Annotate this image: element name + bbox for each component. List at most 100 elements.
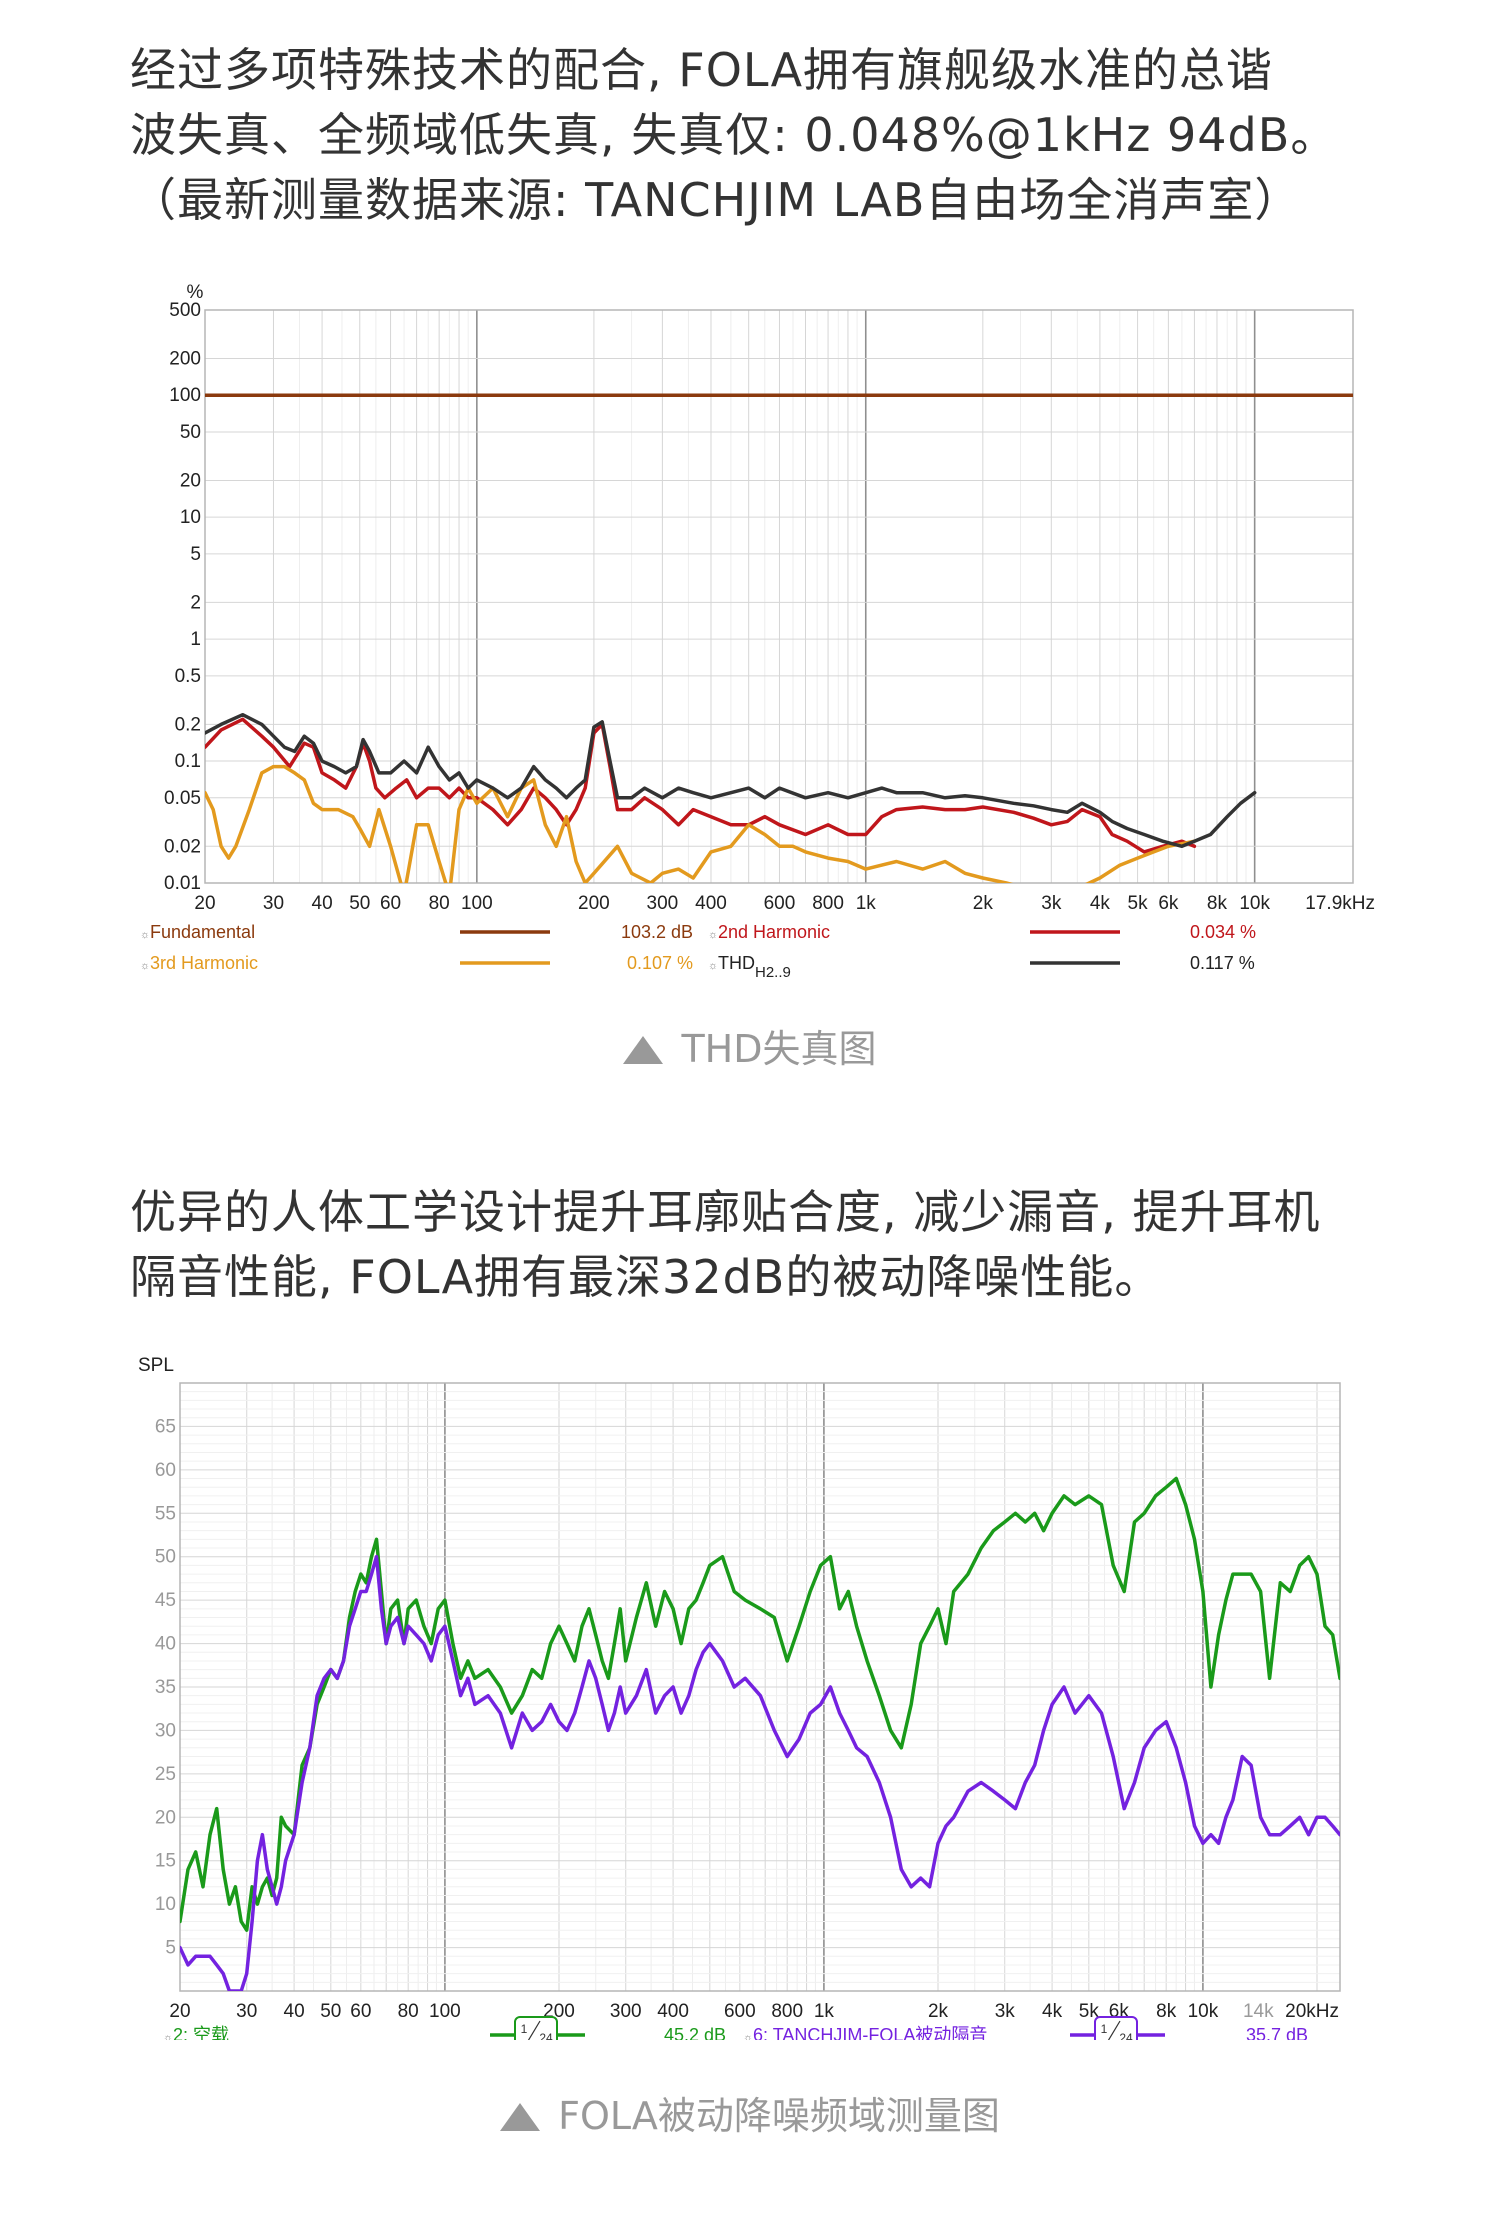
series-2: 空载 <box>180 1476 1340 1932</box>
legend-item: ☼ 2nd Harmonic 0.034 % <box>708 922 1256 942</box>
y-tick-label: 55 <box>155 1503 176 1524</box>
series-line <box>205 712 1257 849</box>
x-tick-label: 20 <box>169 2001 190 2022</box>
y-tick-label: 10 <box>180 507 201 528</box>
y-tick-label: 30 <box>155 1720 176 1741</box>
legend-label: 2nd Harmonic <box>718 922 830 942</box>
series-line <box>205 764 1197 883</box>
x-tick-label: 5k <box>1128 893 1149 914</box>
legend-value: 103.2 dB <box>621 922 693 942</box>
y-tick-label: 50 <box>155 1547 176 1568</box>
y-tick-label: 0.05 <box>164 788 201 809</box>
y-tick-label: 0.02 <box>164 836 201 857</box>
isolation-caption: FOLA被动降噪频域测量图 <box>0 2085 1500 2140</box>
legend-marker: ☼ <box>140 929 150 941</box>
series-THD <box>205 712 1257 849</box>
y-tick-label: 45 <box>155 1590 176 1611</box>
grid <box>180 1383 1340 1991</box>
smoothing-num: 1 <box>521 2022 528 2036</box>
x-tick-label: 10k <box>1188 2001 1219 2022</box>
x-tick-label: 4k <box>1090 893 1111 914</box>
x-tick-label: 3k <box>995 2001 1016 2022</box>
x-tick-label: 2k <box>928 2001 949 2022</box>
series-line <box>180 1554 1340 1991</box>
y-tick-label: 0.1 <box>175 751 201 772</box>
y-tick-label: 0.5 <box>175 666 201 687</box>
x-tick-label: 1k <box>814 2001 835 2022</box>
legend-marker: ☼ <box>163 2032 173 2040</box>
series-6: TANCHJIM-FOLA被动隔音 <box>180 1554 1340 1991</box>
x-tick-label: 1k <box>856 893 877 914</box>
legend-value: 45.2 dB <box>664 2025 726 2040</box>
x-tick-label: 40 <box>284 2001 305 2022</box>
legend-subscript: H2..9 <box>755 964 791 981</box>
y-axis-label: SPL <box>138 1355 174 1376</box>
plot-frame <box>179 1382 1341 1992</box>
x-tick-label: 4k <box>1042 2001 1063 2022</box>
y-tick-label: 15 <box>155 1851 176 1872</box>
x-tick-label: 600 <box>764 893 796 914</box>
x-tick-label: 20 <box>194 893 215 914</box>
intro-line: 隔音性能, FOLA拥有最深32dB的被动降噪性能。 <box>130 1250 1162 1304</box>
y-tick-label: 40 <box>155 1634 176 1655</box>
x-tick-label: 14k <box>1243 2001 1274 2022</box>
legend-marker: ☼ <box>743 2032 753 2040</box>
x-tick-label: 10k <box>1239 893 1270 914</box>
x-tick-label: 200 <box>578 893 610 914</box>
x-tick-label: 100 <box>461 893 493 914</box>
smoothing-den: 24 <box>539 2031 553 2040</box>
intro-paragraph-2: 优异的人体工学设计提升耳廓贴合度, 减少漏音, 提升耳机 隔音性能, FOLA拥… <box>130 1180 1390 1310</box>
y-tick-label: 500 <box>169 300 201 321</box>
legend-value: 35.7 dB <box>1246 2025 1308 2040</box>
x-tick-label: 20kHz <box>1285 2001 1339 2022</box>
x-tick-label: 5k <box>1079 2001 1100 2022</box>
y-tick-label: 50 <box>180 422 201 443</box>
legend-value: 0.117 % <box>1190 953 1255 973</box>
x-tick-label: 800 <box>771 2001 803 2022</box>
x-tick-label: 400 <box>657 2001 689 2022</box>
thd-chart: 500 200 100 50 20 10 5 2 1 0.5 0.2 0.1 0.05 0.02 0.01%… <box>140 282 1375 981</box>
legend-marker: ☼ <box>708 929 718 941</box>
series-line <box>205 717 1197 854</box>
legend-label: 3rd Harmonic <box>150 953 258 973</box>
x-tick-label: 6k <box>1158 893 1179 914</box>
x-tick-label: 400 <box>695 893 727 914</box>
y-tick-label: 0.2 <box>175 714 201 735</box>
legend-item: ☼ 2: 空载 1 24 45.2 dB <box>163 2016 726 2040</box>
plot-frame <box>204 309 1354 884</box>
isolation-chart: 65 60 55 50 45 40 35 30 25 20 15 10 5 SPL 20 30 40 50 60 80… <box>138 1355 1341 2040</box>
y-tick-label: 60 <box>155 1460 176 1481</box>
y-axis-label: % <box>187 282 204 303</box>
legend-label: Fundamental <box>150 922 255 942</box>
x-tick-label: 30 <box>263 893 284 914</box>
y-tick-label: 0.01 <box>164 873 201 894</box>
x-tick-label: 8k <box>1156 2001 1177 2022</box>
x-tick-label: 60 <box>350 2001 371 2022</box>
smoothing-slash <box>1107 2020 1121 2040</box>
x-tick-label: 50 <box>320 2001 341 2022</box>
x-tick-label: 800 <box>812 893 844 914</box>
y-tick-label: 5 <box>190 544 201 565</box>
thd-caption: THD失真图 <box>0 1018 1500 1073</box>
triangle-icon <box>623 1036 664 1064</box>
y-tick-label: 25 <box>155 1764 176 1785</box>
series-2nd Harmonic <box>205 717 1197 854</box>
y-tick-label: 65 <box>155 1416 176 1437</box>
x-tick-label: 300 <box>647 893 679 914</box>
legend-label: THDH2..9 <box>718 953 791 981</box>
y-tick-label: 20 <box>180 470 201 491</box>
x-tick-label: 300 <box>610 2001 642 2022</box>
smoothing-slash <box>527 2020 541 2040</box>
y-tick-label: 20 <box>155 1807 176 1828</box>
intro-line: 经过多项特殊技术的配合, FOLA拥有旗舰级水准的总谐 <box>130 43 1274 97</box>
y-tick-label: 5 <box>165 1938 176 1959</box>
legend-marker: ☼ <box>140 960 150 972</box>
legend-item: ☼ Fundamental 103.2 dB <box>140 922 693 942</box>
legend-label: 2: 空载 <box>173 2025 229 2040</box>
y-tick-label: 1 <box>190 629 201 650</box>
legend-item: ☼ THDH2..9 0.117 % <box>708 953 1255 981</box>
x-tick-label: 40 <box>312 893 333 914</box>
x-tick-label: 8k <box>1207 893 1228 914</box>
isolation-caption-text: FOLA被动降噪频域测量图 <box>558 2094 1000 2138</box>
thd-caption-text: THD失真图 <box>681 1027 877 1071</box>
